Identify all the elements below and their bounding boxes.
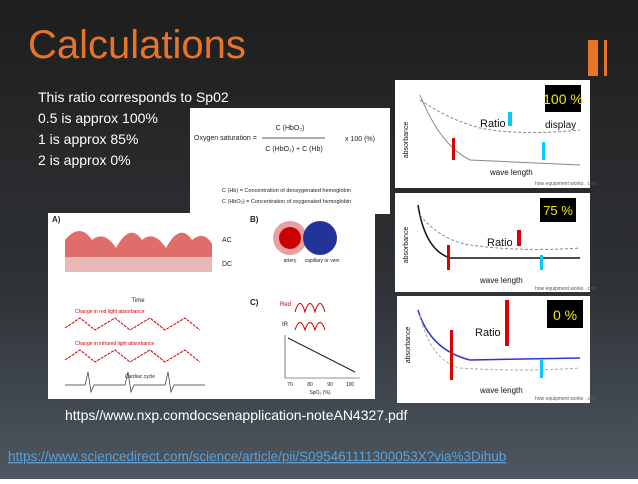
cardiac-label: Cardiac cycle bbox=[125, 374, 155, 380]
text-lines: This ratio corresponds to Sp02 0.5 is ap… bbox=[38, 89, 229, 168]
red-change: Change in red light absorbance bbox=[75, 309, 145, 315]
panel-label: C) bbox=[250, 298, 259, 307]
ratio-label: Ratio bbox=[480, 118, 506, 130]
text-line: 2 is approx 0% bbox=[38, 152, 131, 168]
note: C (Hb) = Concentration of deoxygenated h… bbox=[222, 188, 351, 194]
accent-bar bbox=[588, 40, 598, 76]
badge: 0 % bbox=[553, 307, 577, 323]
credit: how equipment works . com bbox=[535, 396, 597, 402]
ratio-label: Ratio bbox=[475, 327, 501, 339]
panel: 100 % Ratio display absorbance wave leng… bbox=[395, 80, 597, 188]
y-axis-label: absorbance bbox=[405, 327, 412, 364]
y-axis-label: absorbance bbox=[403, 227, 410, 264]
red-label: Red bbox=[280, 302, 291, 308]
x-tick-label: 70 bbox=[287, 382, 293, 388]
figure: A) AC DC Time Change in red light absorb… bbox=[48, 213, 375, 399]
display-label: display bbox=[545, 120, 576, 131]
formula-label: Oxygen saturation = bbox=[194, 135, 257, 142]
capillary-label: capillary or vein bbox=[305, 258, 340, 264]
ir-change: Change in infrared light absorbance bbox=[75, 341, 154, 347]
text-line: 1 is approx 85% bbox=[38, 131, 138, 147]
y-axis-label: absorbance bbox=[403, 122, 410, 159]
note: C (HbO₂) = Concentration of oxygenated h… bbox=[222, 199, 351, 205]
panel: 0 % Ratio absorbance wave length how equ… bbox=[397, 296, 597, 403]
credit: how equipment works . com bbox=[535, 181, 597, 187]
numerator: C (HbO₂) bbox=[276, 125, 305, 132]
title: Calculations bbox=[28, 23, 246, 67]
source-link[interactable]: https://www.sciencedirect.com/science/ar… bbox=[8, 449, 506, 464]
denominator: C (HbO₂) + C (Hb) bbox=[265, 146, 322, 153]
badge: 75 % bbox=[543, 203, 573, 218]
x-axis-label: wave length bbox=[479, 276, 523, 285]
ac-label: AC bbox=[222, 237, 232, 244]
time-label: Time bbox=[131, 298, 145, 304]
artery-label: artery bbox=[284, 258, 297, 264]
x-tick-label: 90 bbox=[327, 382, 333, 388]
text-line: This ratio corresponds to Sp02 bbox=[38, 89, 229, 105]
source-text: https//www.nxp.comdocsenapplication-note… bbox=[65, 407, 408, 423]
x-axis-label: SpO₂ (%) bbox=[309, 390, 330, 396]
credit: how equipment works . com bbox=[535, 286, 597, 292]
formula: Oxygen saturation = C (HbO₂) C (HbO₂) + … bbox=[190, 108, 390, 214]
x-axis-label: wave length bbox=[489, 168, 533, 177]
text-line: 0.5 is approx 100% bbox=[38, 110, 158, 126]
panel: 75 % Ratio absorbance wave length how eq… bbox=[395, 193, 597, 292]
panel-label: B) bbox=[250, 215, 259, 224]
badge: 100 % bbox=[543, 91, 583, 107]
multiplier: x 100 (%) bbox=[345, 136, 375, 143]
x-tick-label: 80 bbox=[307, 382, 313, 388]
x-axis-label: wave length bbox=[479, 386, 523, 395]
ir-label: IR bbox=[282, 322, 289, 328]
ratio-label: Ratio bbox=[487, 237, 513, 249]
panel-label: A) bbox=[52, 215, 61, 224]
x-tick-label: 100 bbox=[346, 382, 355, 388]
dc-label: DC bbox=[222, 261, 232, 268]
accent-bar bbox=[604, 40, 607, 76]
